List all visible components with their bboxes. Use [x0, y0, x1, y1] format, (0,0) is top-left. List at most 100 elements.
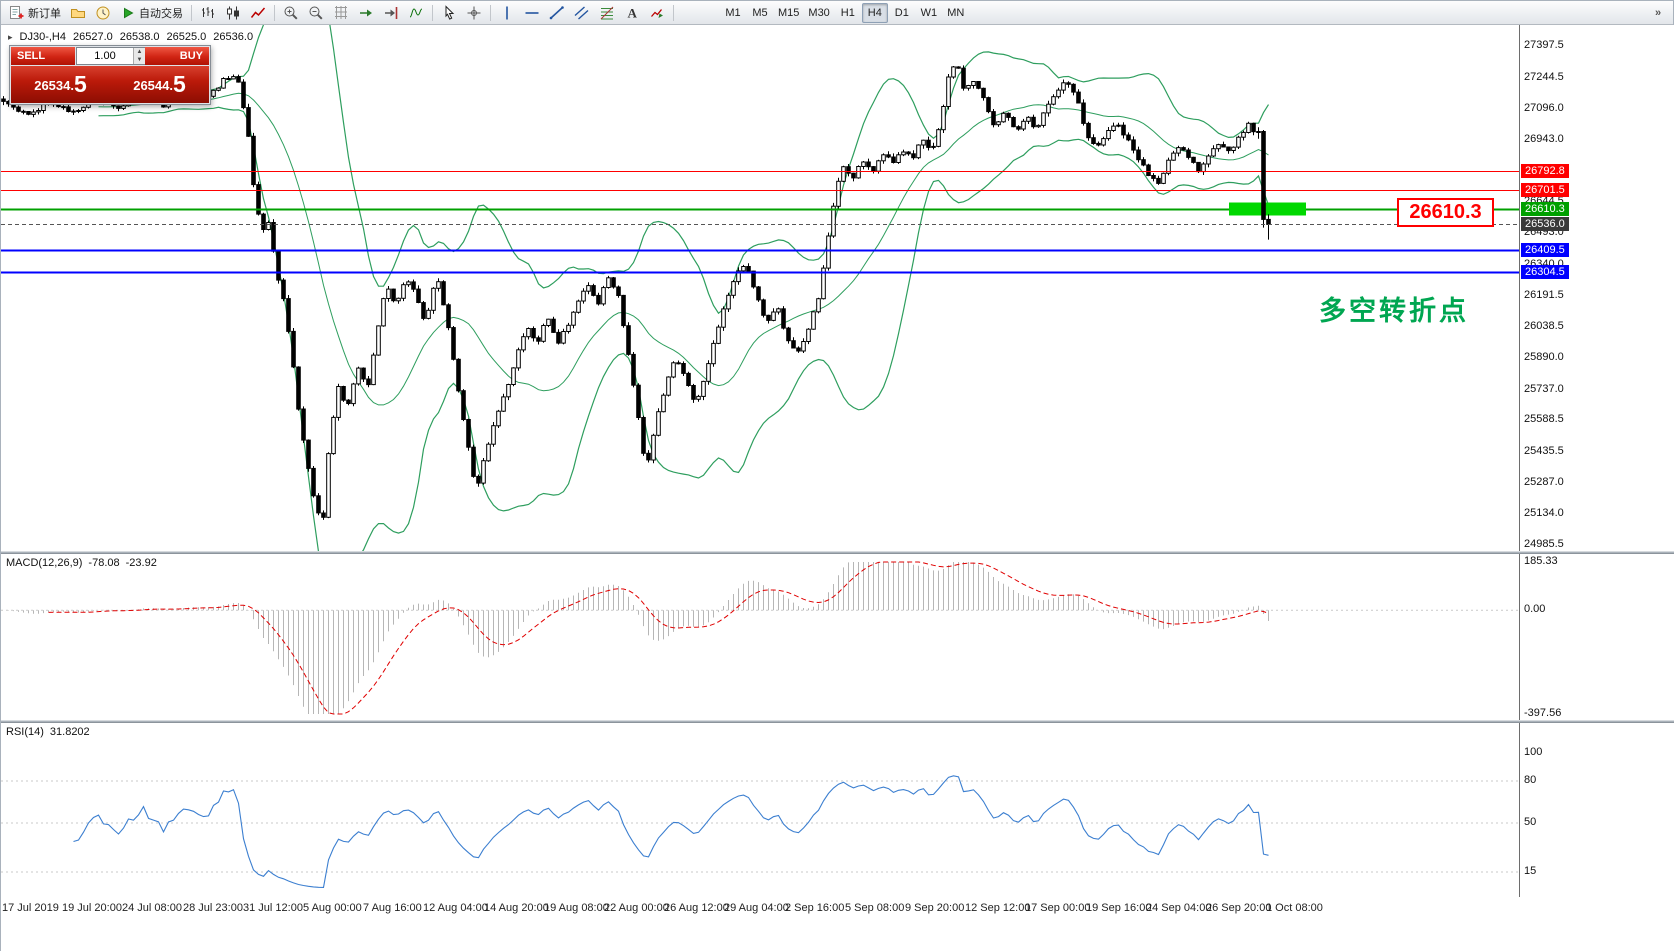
toolbar-separator [490, 4, 491, 21]
toolbar-vertical-line-button[interactable] [495, 3, 519, 23]
toolbar-equidistant-channel-button[interactable] [570, 3, 594, 23]
zoom-out-icon [309, 6, 323, 20]
chart-shift-icon [385, 6, 398, 19]
toolbar-separator [432, 4, 433, 21]
macd-axis[interactable]: 185.33 0.00 -397.56 [1519, 554, 1674, 720]
volume-down-button[interactable]: ▼ [134, 56, 145, 64]
price-axis-label: 26038.5 [1524, 320, 1564, 332]
pane-splitter[interactable] [1, 551, 1674, 554]
volume-input[interactable] [77, 48, 133, 64]
toolbar-overflow-button[interactable]: » [1647, 3, 1669, 23]
candlestick-chart-icon [227, 6, 239, 19]
bollinger-upper-band [98, 25, 1270, 315]
toolbar-chart-shift-button[interactable] [379, 3, 403, 23]
vertical-line-icon [506, 6, 508, 19]
price-axis[interactable]: 27397.5 27244.5 27096.0 26943.0 26644.5 26493… [1519, 25, 1674, 551]
price-integer: 26534. [34, 78, 74, 93]
arrows-icon [651, 8, 663, 18]
toolbar-grid-button[interactable] [329, 3, 353, 23]
buy-price-button[interactable]: 26544.5 [110, 66, 209, 103]
text-label-icon: A [628, 5, 638, 20]
toolbar-zoom-out-button[interactable] [304, 3, 328, 23]
sell-price-button[interactable]: 26534.5 [11, 66, 110, 103]
rsi-axis-label: 80 [1524, 774, 1537, 786]
main-chart-pane[interactable]: ▸ DJ30-,H4 26527.0 26538.0 26525.0 26536… [1, 25, 1674, 551]
timeframe-h4-button[interactable]: H4 [861, 2, 888, 23]
macd-pane[interactable]: MACD(12,26,9) -78.08 -23.92 185.33 0.00 -397… [1, 554, 1674, 720]
toolbar-auto-scroll-button[interactable] [354, 3, 378, 23]
toolbar-trendline-button[interactable] [545, 3, 569, 23]
price-axis-label: 25737.0 [1524, 383, 1564, 395]
chart-close: 26536.0 [213, 31, 254, 43]
bars-chart-icon [202, 6, 214, 18]
bollinger-lower-band [98, 106, 1270, 551]
toolbar-bars-chart-button[interactable] [196, 3, 220, 23]
timeframe-m1-button[interactable]: M1 [720, 3, 746, 23]
toolbar-indicators-button[interactable] [404, 3, 428, 23]
timeframe-mn-button[interactable]: MN [943, 3, 969, 23]
toolbar-market-watch-button[interactable] [91, 3, 115, 23]
chart-symbol-period: DJ30-,H4 [19, 31, 66, 43]
toolbar-fibonacci-button[interactable] [595, 3, 619, 23]
cursor-icon [445, 4, 455, 20]
chart-marker-icon: ▸ [8, 31, 13, 42]
toolbar-autotrading-button[interactable]: 自动交易 [116, 3, 187, 23]
highlight-zone[interactable] [1229, 202, 1306, 216]
rsi-axis[interactable]: 100 80 50 15 [1519, 723, 1674, 897]
time-axis-label: 5 Sep 08:00 [845, 902, 905, 914]
toolbar-crosshair-button[interactable] [462, 3, 486, 23]
timeframe-m5-button[interactable]: M5 [747, 3, 773, 23]
timeframe-group: M1 M5 M15 M30 H1 H4 D1 W1 MN [720, 2, 969, 23]
rsi-pane[interactable]: RSI(14) 31.8202 100 80 50 15 [1, 723, 1674, 897]
toolbar-separator [274, 4, 275, 21]
market-watch-icon [96, 6, 110, 19]
toolbar-horizontal-line-button[interactable] [520, 3, 544, 23]
volume-spinner: ▲ ▼ [133, 48, 145, 64]
time-axis-label: 17 Jul 2019 [2, 902, 59, 914]
toolbar-line-chart-button[interactable] [246, 3, 270, 23]
rsi-line [73, 775, 1269, 888]
timeframe-m30-button[interactable]: M30 [804, 3, 833, 23]
candles-latest [1256, 127, 1271, 240]
timeframe-w1-button[interactable]: W1 [916, 3, 942, 23]
time-axis-label: 19 Sep 16:00 [1086, 902, 1152, 914]
pane-splitter[interactable] [1, 720, 1674, 723]
toolbar-zoom-in-button[interactable] [279, 3, 303, 23]
macd-signal-line [48, 561, 1269, 715]
horizontal-line-icon [525, 11, 539, 14]
current-price-badge: 26536.0 [1521, 217, 1569, 231]
toolbar-button-label: 新订单 [28, 7, 61, 20]
time-axis-label: 7 Aug 16:00 [363, 902, 422, 914]
rsi-axis-label: 50 [1524, 816, 1537, 828]
candles [1, 65, 1256, 520]
time-axis[interactable]: 17 Jul 2019 19 Jul 20:00 24 Jul 08:00 28 Ju… [1, 897, 1674, 951]
chart-low: 26525.0 [166, 31, 207, 43]
fibonacci-icon [600, 6, 614, 19]
resistance-line-upper-badge: 26792.8 [1521, 164, 1569, 178]
toolbar-cursor-button[interactable] [437, 3, 461, 23]
timeframe-h1-button[interactable]: H1 [835, 3, 861, 23]
turning-point-label[interactable]: 多空转折点 [1319, 296, 1469, 326]
toolbar-candlestick-chart-button[interactable] [221, 3, 245, 23]
sell-tab-button[interactable]: SELL [11, 47, 75, 65]
buy-tab-button[interactable]: BUY [145, 47, 209, 65]
pivot-line-green-badge: 26610.3 [1521, 202, 1569, 216]
toolbar-arrows-button[interactable] [645, 3, 669, 23]
rsi-axis-label: 100 [1524, 746, 1543, 758]
time-axis-label: 12 Sep 12:00 [965, 902, 1031, 914]
support-line-upper-badge: 26409.5 [1521, 243, 1569, 257]
price-axis-label: 27397.5 [1524, 39, 1564, 51]
timeframe-m15-button[interactable]: M15 [774, 3, 803, 23]
volume-box: ▲ ▼ [76, 47, 146, 65]
volume-up-button[interactable]: ▲ [134, 48, 145, 56]
rsi-level-lines [1, 780, 1519, 873]
price-axis-label: 25588.5 [1524, 413, 1564, 425]
toolbar-new-order-button[interactable]: 新订单 [5, 3, 65, 23]
time-axis-label: 17 Sep 00:00 [1025, 902, 1091, 914]
price-annotation-box[interactable]: 26610.3 [1397, 198, 1494, 227]
bollinger-middle-band [98, 92, 1269, 406]
profiles-icon [71, 8, 85, 18]
toolbar-profiles-button[interactable] [66, 3, 90, 23]
timeframe-d1-button[interactable]: D1 [889, 3, 915, 23]
toolbar-text-label-button[interactable]: A [620, 3, 644, 23]
